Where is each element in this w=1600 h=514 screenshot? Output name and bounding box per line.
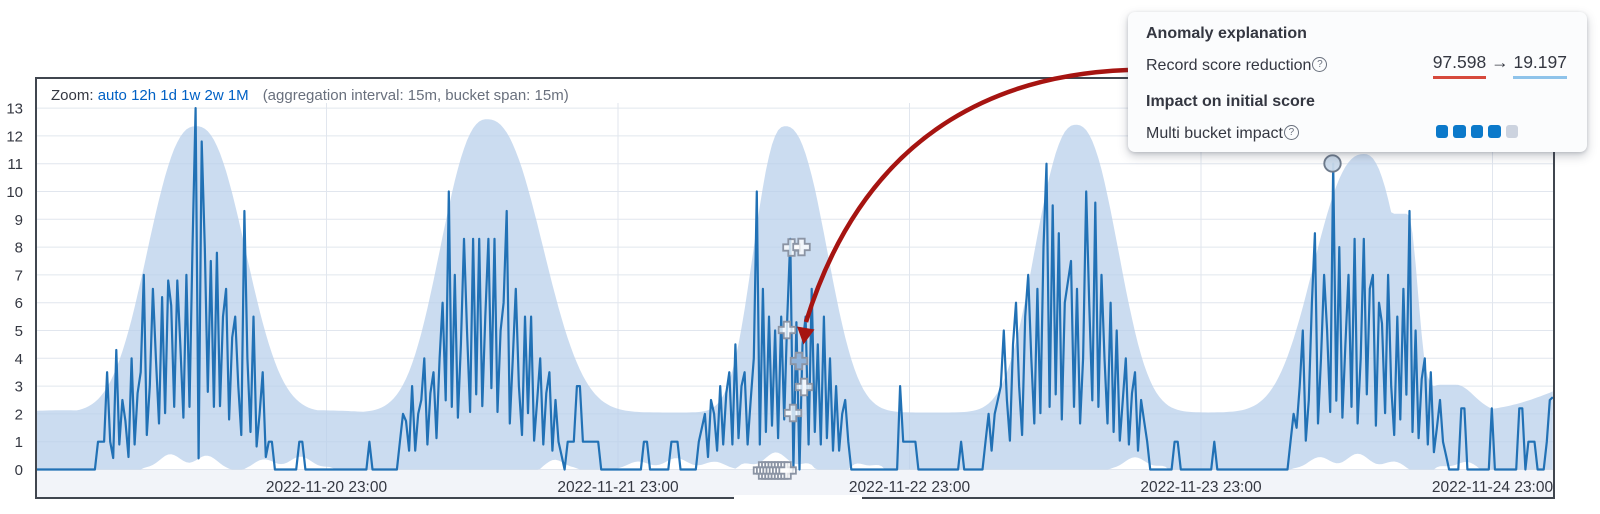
svg-text:6: 6 <box>15 295 23 312</box>
svg-text:3: 3 <box>15 379 23 396</box>
svg-text:2022-11-24 23:00: 2022-11-24 23:00 <box>1432 479 1554 496</box>
svg-text:0: 0 <box>15 462 23 479</box>
svg-text:2022-11-20 23:00: 2022-11-20 23:00 <box>266 479 388 496</box>
svg-text:12: 12 <box>6 128 23 145</box>
svg-text:8: 8 <box>15 240 23 257</box>
svg-text:2: 2 <box>15 406 23 423</box>
svg-text:10: 10 <box>6 184 23 201</box>
svg-text:11: 11 <box>7 156 23 173</box>
svg-text:2022-11-21 23:00: 2022-11-21 23:00 <box>557 479 679 496</box>
svg-text:9: 9 <box>15 212 23 229</box>
svg-text:1: 1 <box>15 434 23 451</box>
svg-text:2022-11-22 23:00: 2022-11-22 23:00 <box>849 479 971 496</box>
svg-text:13: 13 <box>6 101 23 118</box>
svg-text:4: 4 <box>15 351 23 368</box>
svg-text:7: 7 <box>15 267 23 284</box>
svg-text:2022-11-23 23:00: 2022-11-23 23:00 <box>1140 479 1262 496</box>
svg-text:5: 5 <box>15 323 23 340</box>
